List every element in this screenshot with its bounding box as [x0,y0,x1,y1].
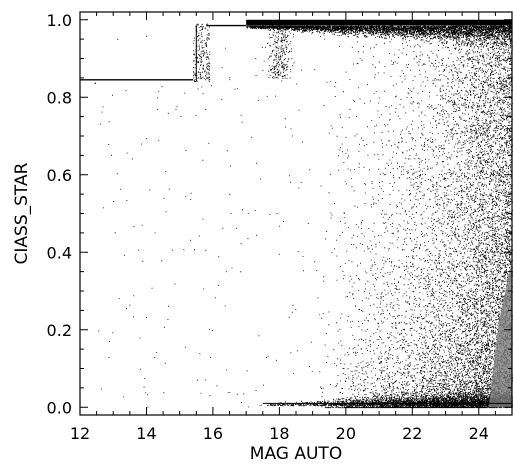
y-axis-title: CIASS_STAR [12,162,32,264]
tick-marks [79,12,513,415]
x-tick-label: 14 [136,424,156,443]
tick-labels: 12 14 16 18 20 22 24 0.0 0.2 0.4 0.6 0.8 1.0 [47,11,489,443]
scatter-points [94,19,513,409]
y-tick-label: 0.0 [47,398,72,417]
x-tick-label: 12 [70,424,90,443]
stellar-locus [246,19,512,26]
y-tick-label: 0.6 [47,166,72,185]
x-tick-label: 24 [469,424,489,443]
y-tick-label: 0.8 [47,88,72,107]
data-points [80,19,513,409]
y-tick-label: 0.4 [47,243,72,262]
dense-faint-region [488,260,512,408]
x-tick-label: 16 [203,424,223,443]
y-tick-label: 0.2 [47,321,72,340]
x-axis-title: MAG AUTO [250,444,342,464]
x-tick-label: 20 [336,424,356,443]
y-tick-label: 1.0 [47,11,72,30]
x-tick-label: 22 [402,424,422,443]
x-tick-label: 18 [269,424,289,443]
